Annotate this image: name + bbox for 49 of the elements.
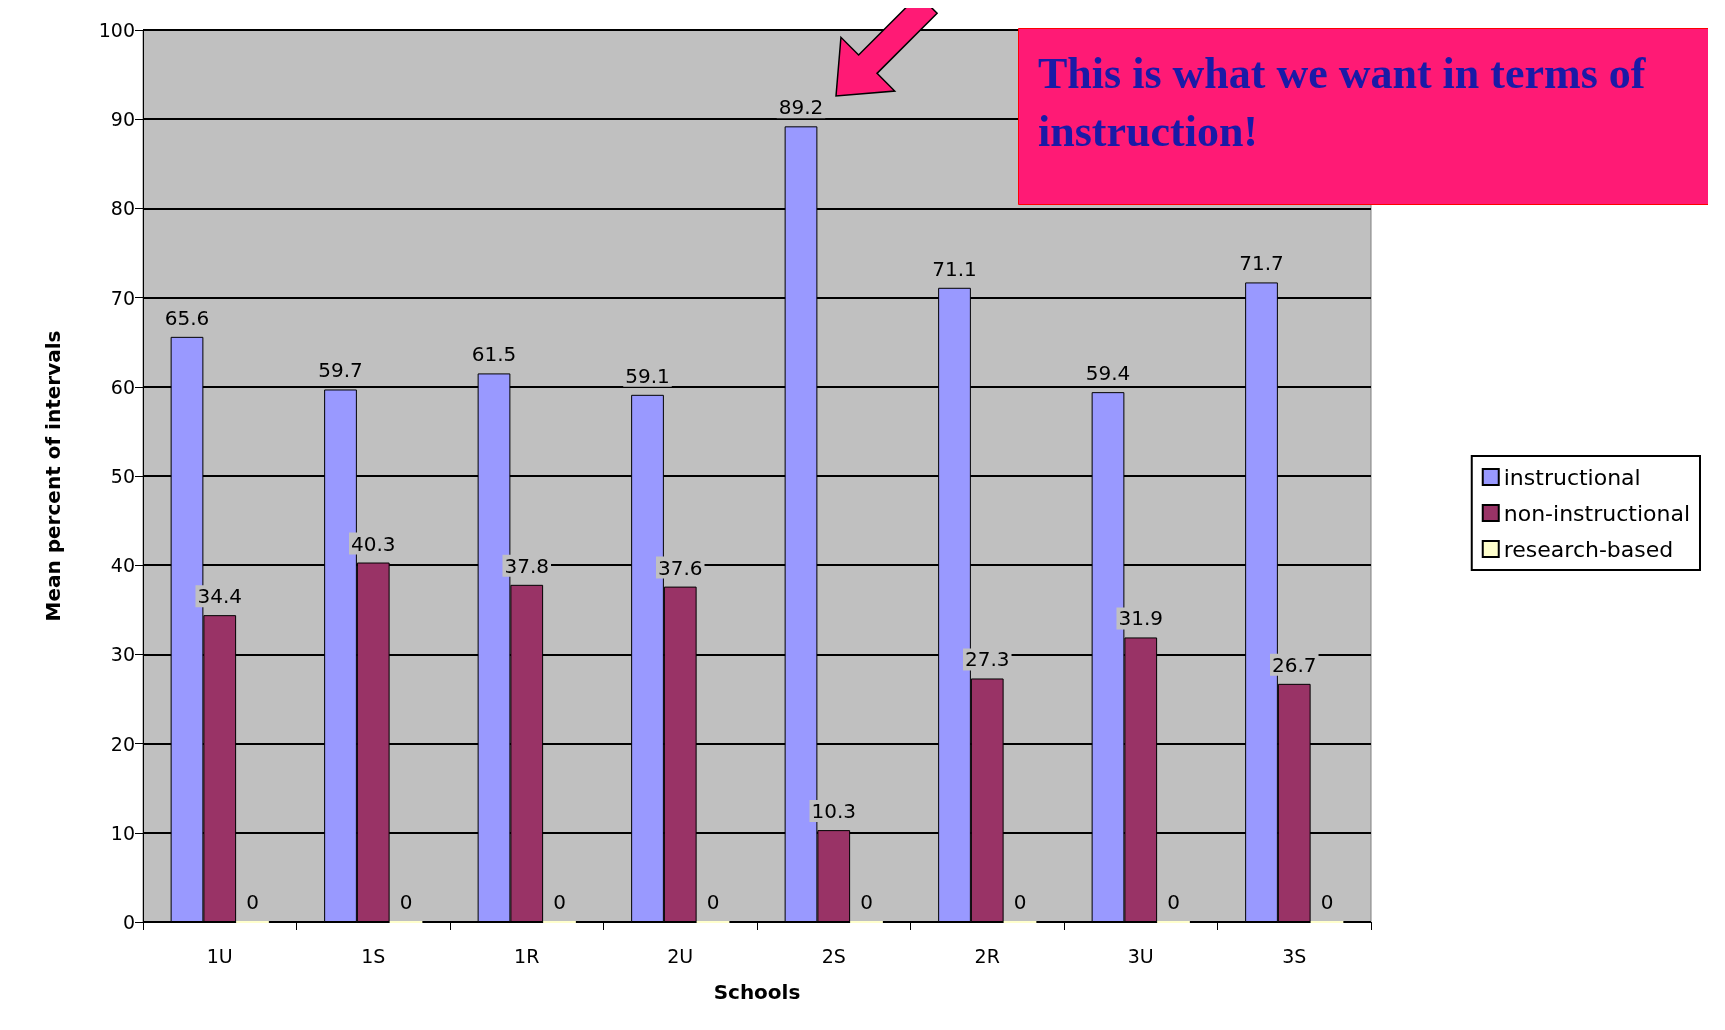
x-tick-label: 1U [206, 944, 233, 967]
x-tick-label: 2R [974, 944, 1000, 967]
data-label: 59.1 [625, 363, 670, 388]
data-label: 71.1 [932, 256, 977, 281]
data-label: 71.7 [1239, 251, 1284, 276]
x-tick-label: 3S [1282, 944, 1307, 967]
x-tick-label: 2S [821, 944, 846, 967]
legend-label: instructional [1503, 464, 1641, 490]
data-label: 26.7 [1271, 652, 1317, 677]
y-tick-label: 60 [110, 375, 135, 398]
data-label: 0 [706, 890, 720, 914]
y-tick-label: 50 [110, 465, 135, 487]
x-tick-label: 1R [514, 944, 540, 967]
data-label: 0 [553, 890, 566, 914]
data-label: 59.7 [318, 358, 363, 383]
data-label: 10.3 [811, 799, 857, 824]
data-label: 0 [246, 890, 259, 914]
y-tick-label: 30 [110, 643, 135, 666]
data-label: 61.5 [471, 342, 517, 367]
data-label: 65.6 [164, 305, 210, 330]
data-label: 0 [399, 890, 413, 914]
x-axis-title: Schools [713, 980, 801, 1004]
data-label: 34.4 [197, 584, 243, 609]
x-tick-label: 2U [667, 944, 694, 967]
y-tick-label: 0 [122, 911, 135, 933]
annotation: This is what we want in terms of instruction! [1038, 48, 1657, 156]
y-tick-label: 40 [110, 554, 135, 577]
x-tick-label: 1S [361, 944, 386, 967]
data-label: 0 [1013, 890, 1027, 914]
legend-label: research-based [1503, 536, 1674, 562]
data-label: 37.8 [504, 553, 550, 578]
data-label: 40.3 [350, 531, 396, 556]
y-tick-label: 80 [110, 197, 135, 220]
y-tick-label: 100 [98, 19, 135, 41]
y-tick-label: 70 [110, 286, 135, 309]
data-label: 89.2 [778, 95, 824, 120]
data-label: 27.3 [964, 647, 1010, 672]
y-tick-label: 90 [110, 108, 135, 131]
data-label: 31.9 [1118, 606, 1164, 631]
y-tick-label: 10 [110, 821, 135, 844]
y-axis-title: Mean percent of intervals [41, 330, 65, 622]
data-label: 37.6 [657, 555, 703, 580]
y-tick-label: 20 [110, 732, 135, 755]
data-label: 0 [1320, 890, 1334, 914]
legend-label: non-instructional [1503, 500, 1690, 526]
x-tick-label: 3U [1127, 944, 1154, 967]
data-label: 0 [860, 890, 873, 914]
data-label: 0 [1167, 890, 1180, 914]
data-label: 59.4 [1085, 361, 1131, 386]
